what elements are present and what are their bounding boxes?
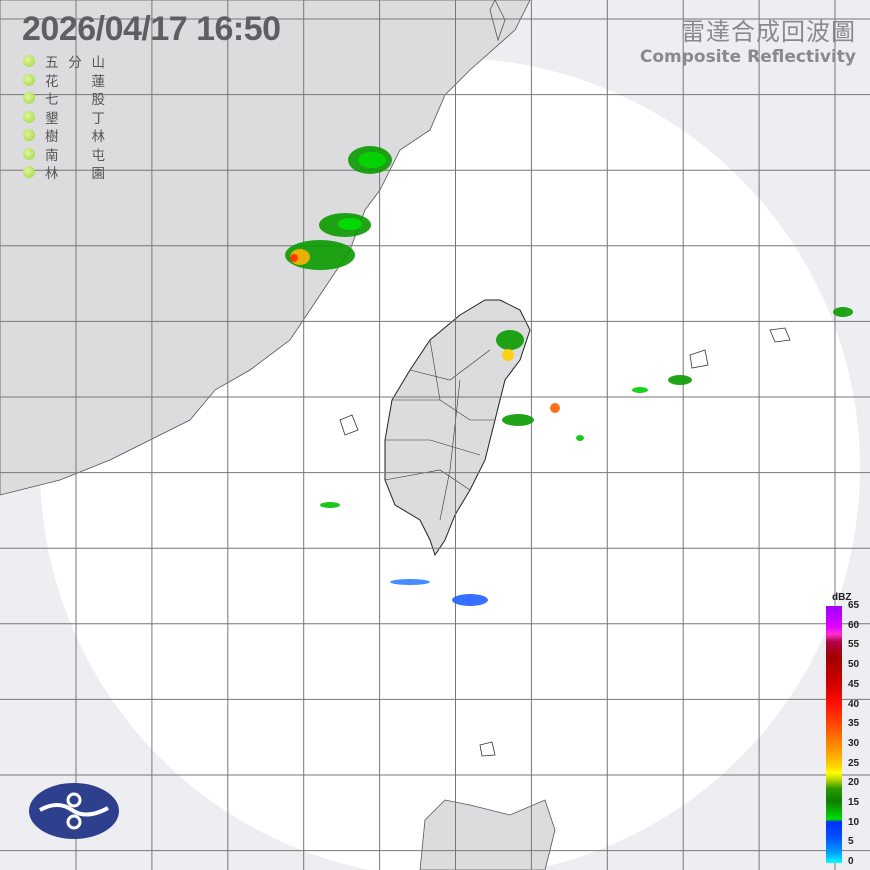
legend-tick: 60	[848, 619, 860, 631]
legend-tick: 5	[848, 836, 854, 848]
station-name: 樹林	[45, 129, 105, 146]
echo	[290, 254, 298, 262]
radar-station: 墾丁	[23, 108, 105, 127]
status-dot-icon	[23, 129, 35, 142]
radar-station: 七股	[23, 89, 105, 108]
legend-tick: 40	[848, 698, 860, 710]
echo	[550, 403, 560, 413]
echo	[320, 502, 340, 508]
status-dot-icon	[23, 73, 35, 86]
echo	[358, 152, 386, 168]
legend-color-bar	[826, 606, 842, 863]
echo	[668, 375, 692, 385]
echo	[496, 330, 524, 350]
legend-tick: 10	[848, 816, 860, 828]
timestamp: 2026/04/17 16:50	[22, 10, 281, 48]
legend-tick: 30	[848, 737, 860, 749]
radar-station: 五分山	[23, 52, 105, 71]
legend-tick: 0	[848, 856, 854, 868]
echo	[632, 387, 648, 393]
echo	[502, 349, 514, 361]
cwa-logo-icon	[29, 783, 119, 839]
station-name: 南屯	[45, 147, 105, 164]
title-english: Composite Reflectivity	[639, 47, 856, 67]
mainland-china	[0, 0, 531, 496]
luzon	[419, 799, 556, 870]
status-dot-icon	[23, 92, 35, 105]
legend-tick: 65	[848, 600, 860, 611]
echo	[390, 579, 430, 585]
status-dot-icon	[23, 55, 35, 68]
legend-tick: 35	[848, 718, 860, 730]
islands-north	[489, 0, 506, 42]
status-dot-icon	[23, 166, 35, 179]
radar-station: 南屯	[23, 145, 105, 164]
station-name: 七股	[45, 92, 105, 109]
station-name: 林園	[45, 166, 105, 183]
legend-tick: 50	[848, 659, 860, 671]
echo	[452, 594, 488, 606]
legend-tick: 20	[848, 777, 860, 789]
map-title: 雷達合成回波圖 Composite Reflectivity	[640, 12, 856, 67]
station-name: 五分山	[45, 55, 105, 72]
station-name: 墾丁	[45, 110, 105, 127]
radar-station: 樹林	[23, 126, 105, 145]
status-dot-icon	[23, 147, 35, 160]
taiwan	[384, 299, 531, 557]
title-chinese: 雷達合成回波圖	[681, 18, 856, 46]
legend-tick: 25	[848, 757, 860, 769]
legend-unit: dBZ	[832, 592, 852, 603]
station-name: 花蓮	[45, 73, 105, 90]
echo	[502, 414, 534, 426]
legend-tick: 45	[848, 678, 860, 690]
status-dot-icon	[23, 110, 35, 123]
small-islands	[339, 327, 791, 757]
radar-station: 花蓮	[23, 71, 105, 90]
echo	[576, 435, 584, 441]
radar-station-list: 五分山 花蓮七股 墾丁樹林 南屯林園	[23, 52, 105, 182]
radar-echoes	[285, 146, 853, 606]
echo	[833, 307, 853, 317]
radar-station: 林園	[23, 163, 105, 182]
legend-tick: 15	[848, 797, 860, 808]
legend-tick: 55	[848, 639, 860, 651]
echo	[338, 218, 362, 230]
